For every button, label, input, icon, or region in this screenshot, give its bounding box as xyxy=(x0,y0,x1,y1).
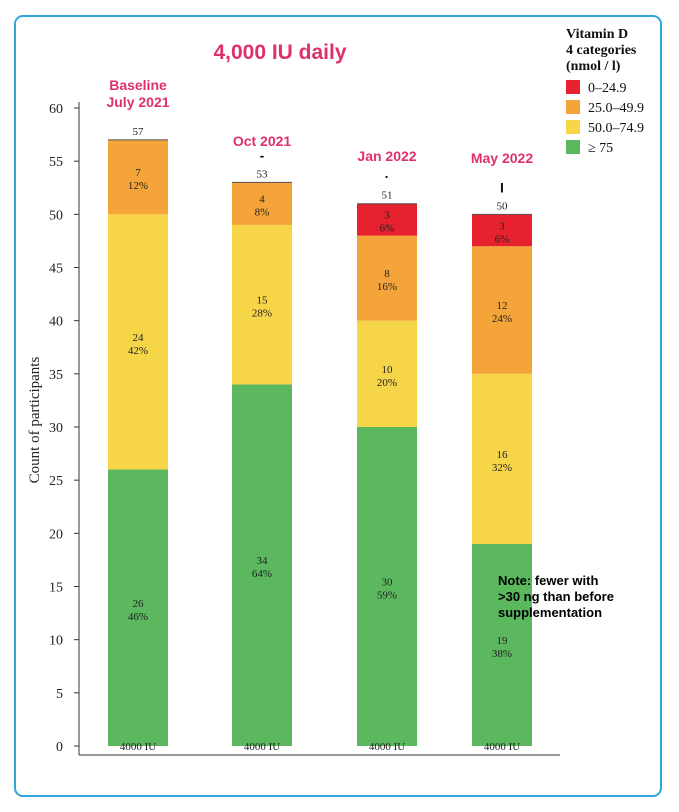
legend-swatch xyxy=(566,140,580,154)
category-label: Jan 2022 xyxy=(357,148,416,164)
segment-percent-label: 59% xyxy=(377,590,397,602)
bar-dose-label: 4000 IU xyxy=(244,741,280,753)
bar-total-label: 51 xyxy=(382,190,393,202)
legend-title: Vitamin D xyxy=(566,27,628,42)
segment-value-label: 30 xyxy=(382,577,394,589)
y-tick-label: 60 xyxy=(49,102,63,117)
segment-value-label: 12 xyxy=(497,300,508,312)
y-tick-label: 50 xyxy=(49,208,63,223)
bar-segment xyxy=(472,214,532,247)
segment-percent-label: 6% xyxy=(495,233,510,245)
segment-percent-label: 64% xyxy=(252,568,272,580)
bar-segment xyxy=(232,182,292,225)
y-tick-label: 25 xyxy=(49,474,63,489)
segment-value-label: 15 xyxy=(257,295,269,307)
y-tick-label: 30 xyxy=(49,421,63,436)
y-tick-label: 20 xyxy=(49,527,63,542)
bar-dose-label: 4000 IU xyxy=(369,741,405,753)
category-label: July 2021 xyxy=(106,94,169,110)
y-tick-label: 55 xyxy=(49,155,63,170)
bar-segment xyxy=(357,235,417,321)
chart-title: 4,000 IU daily xyxy=(213,41,346,64)
segment-percent-label: 28% xyxy=(252,308,272,320)
segment-value-label: 7 xyxy=(135,167,141,179)
bar-total-label: 53 xyxy=(257,168,269,180)
bar-segment xyxy=(108,214,168,470)
segment-percent-label: 24% xyxy=(492,313,512,325)
annotation-note: >30 ng than before xyxy=(498,589,614,604)
bar-dose-label: 4000 IU xyxy=(484,741,520,753)
category-label: Baseline xyxy=(109,77,167,93)
legend-item-label: 50.0–74.9 xyxy=(588,121,644,136)
segment-value-label: 26 xyxy=(133,598,145,610)
segment-percent-label: 8% xyxy=(255,207,270,219)
bar-total-label: 50 xyxy=(497,200,509,212)
significance-marker: I xyxy=(500,179,504,195)
bar-segment xyxy=(232,224,292,385)
legend-item-label: ≥ 75 xyxy=(588,141,613,156)
legend-item-label: 25.0–49.9 xyxy=(588,101,644,116)
legend-title: (nmol / l) xyxy=(566,59,621,74)
significance-marker: - xyxy=(260,147,265,163)
segment-percent-label: 32% xyxy=(492,462,512,474)
bar-segment xyxy=(472,543,532,746)
legend-item-label: 0–24.9 xyxy=(588,81,627,96)
segment-value-label: 3 xyxy=(499,220,505,232)
segment-percent-label: 20% xyxy=(377,377,397,389)
y-tick-label: 35 xyxy=(49,368,63,383)
chart-frame xyxy=(14,15,662,797)
bar-segment xyxy=(357,320,417,427)
segment-value-label: 8 xyxy=(384,268,390,280)
segment-value-label: 16 xyxy=(497,449,509,461)
legend-swatch xyxy=(566,120,580,134)
segment-percent-label: 38% xyxy=(492,648,512,660)
segment-percent-label: 16% xyxy=(377,281,397,293)
legend-title: 4 categories xyxy=(566,43,637,58)
category-label: Oct 2021 xyxy=(233,133,292,149)
y-tick-label: 5 xyxy=(56,687,63,702)
annotation-note: Note: fewer with xyxy=(498,573,598,588)
category-label: May 2022 xyxy=(471,150,533,166)
segment-percent-label: 6% xyxy=(380,223,395,235)
bar-segment xyxy=(472,373,532,544)
annotation-note: supplementation xyxy=(498,605,602,620)
bar-total-label: 57 xyxy=(133,126,145,138)
significance-marker: · xyxy=(385,169,390,185)
segment-percent-label: 46% xyxy=(128,611,148,623)
bar-segment xyxy=(357,203,417,236)
segment-value-label: 3 xyxy=(384,210,390,222)
y-tick-label: 40 xyxy=(49,315,63,330)
segment-value-label: 19 xyxy=(497,635,509,647)
bar-segment xyxy=(472,246,532,374)
legend-swatch xyxy=(566,100,580,114)
segment-value-label: 34 xyxy=(257,555,269,567)
y-axis-label: Count of participants xyxy=(27,357,43,484)
bar-segment xyxy=(108,469,168,746)
bar-segment xyxy=(232,384,292,746)
segment-percent-label: 42% xyxy=(128,345,148,357)
y-tick-label: 15 xyxy=(49,581,63,596)
y-tick-label: 45 xyxy=(49,262,63,277)
segment-percent-label: 12% xyxy=(128,180,148,192)
segment-value-label: 4 xyxy=(259,194,265,206)
y-tick-label: 0 xyxy=(56,740,63,755)
bar-segment xyxy=(108,139,168,215)
bar-segment xyxy=(357,427,417,746)
y-tick-label: 10 xyxy=(49,634,63,649)
segment-value-label: 10 xyxy=(382,364,394,376)
bar-dose-label: 4000 IU xyxy=(120,741,156,753)
legend-swatch xyxy=(566,80,580,94)
segment-value-label: 24 xyxy=(133,332,145,344)
